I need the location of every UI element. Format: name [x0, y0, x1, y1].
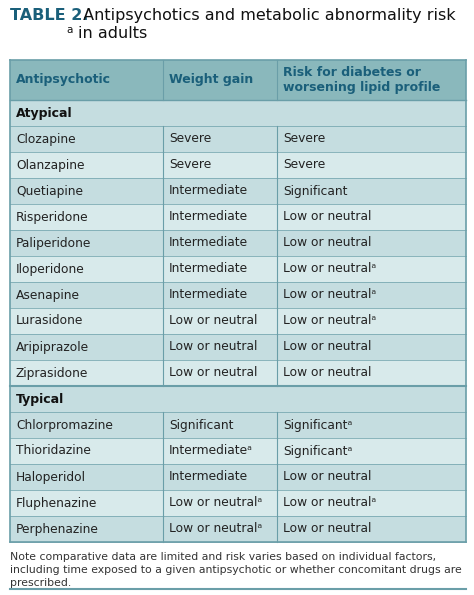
Text: Risk for diabetes or
worsening lipid profile: Risk for diabetes or worsening lipid pro… — [283, 65, 440, 95]
Text: Quetiapine: Quetiapine — [16, 184, 83, 198]
Text: Atypical: Atypical — [16, 107, 73, 120]
Text: Lurasidone: Lurasidone — [16, 315, 83, 327]
Text: Low or neutral: Low or neutral — [283, 236, 371, 249]
Text: Intermediate: Intermediate — [169, 471, 248, 484]
Text: Perphenazine: Perphenazine — [16, 522, 99, 536]
Text: Fluphenazine: Fluphenazine — [16, 496, 97, 509]
Text: Aripiprazole: Aripiprazole — [16, 340, 89, 353]
Text: Haloperidol: Haloperidol — [16, 471, 86, 484]
Text: Intermediate: Intermediate — [169, 184, 248, 198]
Text: Olanzapine: Olanzapine — [16, 158, 84, 171]
Text: Low or neutralᵃ: Low or neutralᵃ — [283, 289, 376, 302]
Bar — [10, 516, 466, 542]
Bar — [10, 152, 466, 178]
Text: Low or neutralᵃ: Low or neutralᵃ — [169, 522, 262, 536]
Text: Asenapine: Asenapine — [16, 289, 80, 302]
Text: Low or neutral: Low or neutral — [283, 367, 371, 380]
Bar — [10, 360, 466, 386]
Text: Low or neutral: Low or neutral — [283, 340, 371, 353]
Bar — [10, 386, 466, 412]
Text: Paliperidone: Paliperidone — [16, 236, 91, 249]
Text: Thioridazine: Thioridazine — [16, 444, 91, 458]
Bar — [10, 412, 466, 438]
Text: Low or neutral: Low or neutral — [283, 471, 371, 484]
Text: Chlorpromazine: Chlorpromazine — [16, 418, 113, 431]
Text: Significant: Significant — [283, 184, 347, 198]
Text: Significantᵃ: Significantᵃ — [283, 418, 352, 431]
Text: Typical: Typical — [16, 393, 64, 406]
Bar — [10, 438, 466, 464]
Text: Low or neutralᵃ: Low or neutralᵃ — [283, 496, 376, 509]
Text: Severe: Severe — [283, 133, 325, 146]
Text: Low or neutral: Low or neutral — [169, 340, 257, 353]
Text: Intermediate: Intermediate — [169, 211, 248, 224]
Text: Severe: Severe — [169, 158, 211, 171]
Bar — [10, 464, 466, 490]
Text: Low or neutral: Low or neutral — [283, 211, 371, 224]
Text: a: a — [66, 25, 73, 35]
Text: Low or neutralᵃ: Low or neutralᵃ — [169, 496, 262, 509]
Bar — [10, 230, 466, 256]
Bar — [10, 60, 466, 100]
Text: Severe: Severe — [169, 133, 211, 146]
Text: Intermediate: Intermediate — [169, 236, 248, 249]
Bar — [10, 204, 466, 230]
Text: Significant: Significant — [169, 418, 233, 431]
Text: Severe: Severe — [283, 158, 325, 171]
Text: Low or neutral: Low or neutral — [169, 315, 257, 327]
Text: Antipsychotic: Antipsychotic — [16, 74, 111, 86]
Text: Iloperidone: Iloperidone — [16, 262, 85, 275]
Text: Antipsychotics and metabolic abnormality risk
in adults: Antipsychotics and metabolic abnormality… — [78, 8, 456, 41]
Bar — [10, 126, 466, 152]
Bar — [10, 256, 466, 282]
Bar — [10, 282, 466, 308]
Text: Low or neutral: Low or neutral — [283, 522, 371, 536]
Text: Weight gain: Weight gain — [169, 74, 253, 86]
Text: Note comparative data are limited and risk varies based on individual factors,
i: Note comparative data are limited and ri… — [10, 552, 462, 588]
Bar — [10, 100, 466, 126]
Text: Low or neutralᵃ: Low or neutralᵃ — [283, 315, 376, 327]
Text: Intermediate: Intermediate — [169, 262, 248, 275]
Text: Risperidone: Risperidone — [16, 211, 89, 224]
Bar — [10, 334, 466, 360]
Bar — [10, 490, 466, 516]
Text: Low or neutral: Low or neutral — [169, 367, 257, 380]
Text: Significantᵃ: Significantᵃ — [283, 444, 352, 458]
Text: TABLE 2.: TABLE 2. — [10, 8, 89, 23]
Bar — [10, 308, 466, 334]
Bar — [10, 178, 466, 204]
Text: Low or neutralᵃ: Low or neutralᵃ — [283, 262, 376, 275]
Text: Intermediateᵃ: Intermediateᵃ — [169, 444, 253, 458]
Text: Clozapine: Clozapine — [16, 133, 76, 146]
Text: Ziprasidone: Ziprasidone — [16, 367, 88, 380]
Text: Intermediate: Intermediate — [169, 289, 248, 302]
